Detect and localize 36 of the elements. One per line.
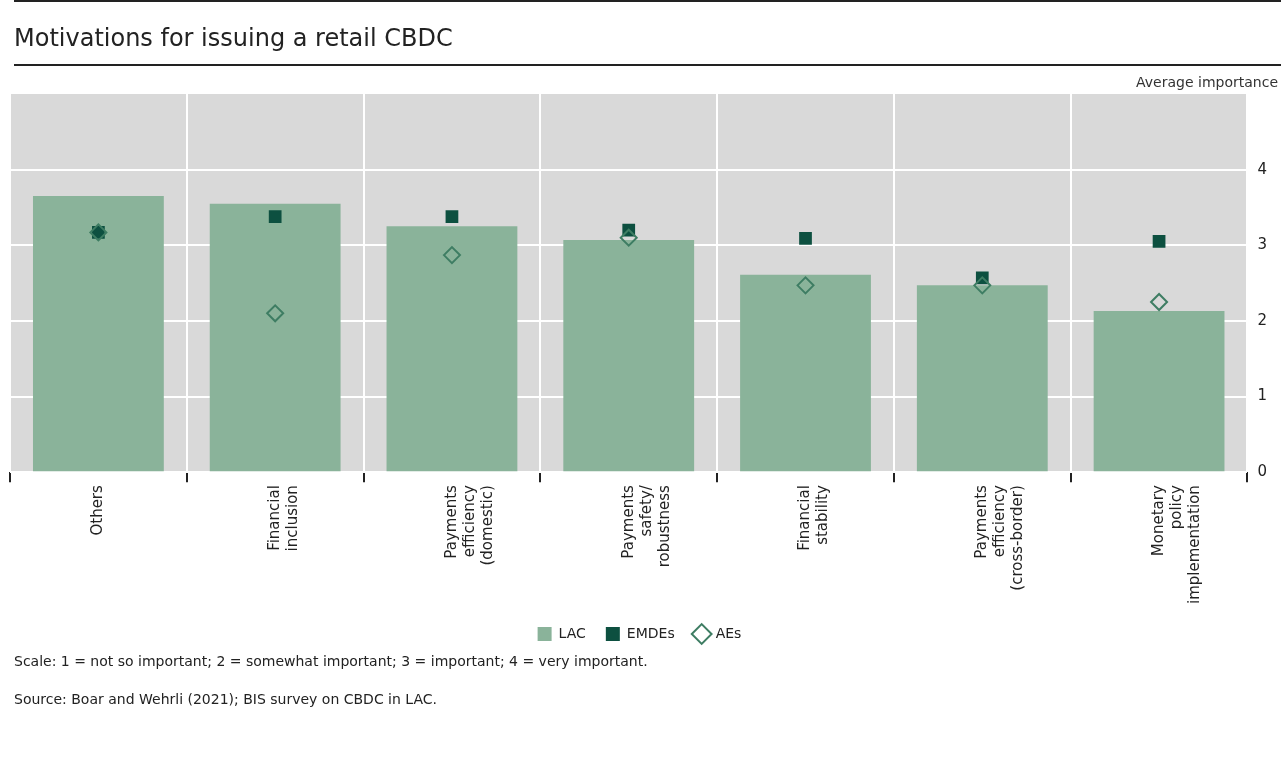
legend-label: AEs xyxy=(715,624,742,641)
y-tick-label: 0 xyxy=(1257,462,1267,481)
bar xyxy=(386,226,518,472)
x-tick-label: Payments safety/ robustness xyxy=(618,484,673,568)
point xyxy=(1152,235,1166,248)
y-tick-label: 3 xyxy=(1257,235,1267,254)
text: Scale: 1 = not so important; 2 = somewhat important; 3 = important; 4 = very important. xyxy=(14,653,649,669)
bar xyxy=(32,196,164,472)
source-note: Source: Boar and Wehrli (2021); BIS survey on CBDC in LAC. xyxy=(14,691,438,707)
point xyxy=(619,228,638,247)
y-axis-title: Average importance xyxy=(1136,73,1278,90)
point xyxy=(266,304,285,323)
point xyxy=(442,246,461,265)
x-tick-label: Monetary policy implementation xyxy=(1148,485,1203,605)
bar xyxy=(1093,311,1225,472)
point xyxy=(799,232,812,245)
point xyxy=(1150,292,1169,311)
bar xyxy=(916,285,1048,472)
x-tick-label: Payments efficiency (domestic) xyxy=(441,484,496,566)
point xyxy=(445,210,459,223)
y-tick-label: 2 xyxy=(1257,310,1267,329)
x-tick-label: Financial stability xyxy=(795,485,832,551)
x-tick-label: Financial inclusion xyxy=(265,485,302,552)
bar xyxy=(209,203,341,472)
chart-title: Motivations for issuing a retail CBDC xyxy=(14,24,1281,66)
legend-label: LAC xyxy=(558,624,587,641)
bar xyxy=(740,274,871,472)
x-tick-label: Others xyxy=(88,484,107,536)
point xyxy=(973,276,992,295)
y-tick-label: 1 xyxy=(1257,386,1267,405)
point xyxy=(268,210,282,223)
point xyxy=(796,276,815,295)
legend-label: EMDEs xyxy=(626,624,675,641)
bar xyxy=(563,239,695,472)
y-tick-label: 4 xyxy=(1257,159,1267,178)
x-tick-label: Payments efficiency (cross-border) xyxy=(972,484,1027,591)
